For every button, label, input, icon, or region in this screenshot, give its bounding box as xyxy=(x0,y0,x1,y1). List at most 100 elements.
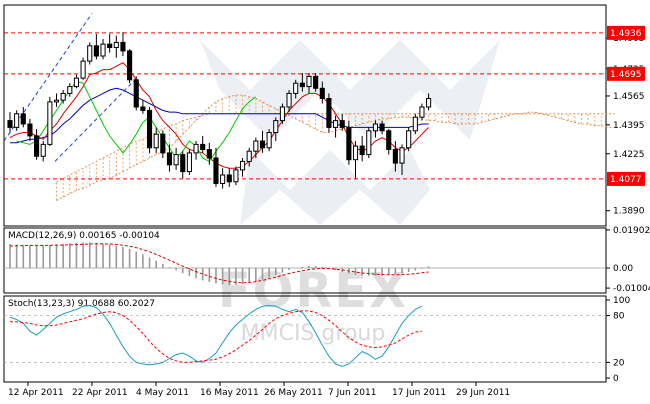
candle-body-bull xyxy=(372,123,379,132)
candle xyxy=(180,151,186,179)
stoch-main-line xyxy=(9,304,423,367)
trend-line-upper xyxy=(3,13,93,142)
candle-body-bull xyxy=(60,92,66,101)
candle-body-bull xyxy=(80,60,86,79)
candle xyxy=(193,141,199,160)
candle xyxy=(73,74,80,89)
candle-body-bull xyxy=(399,147,405,164)
candle-body-bull xyxy=(220,174,226,184)
senkou-span-b xyxy=(56,113,615,183)
candle-body-bear xyxy=(213,157,219,184)
candle xyxy=(133,76,139,111)
candle xyxy=(67,83,73,97)
macd-signal-line xyxy=(9,243,429,284)
level-label-box xyxy=(607,25,645,40)
tenkan-sen-line xyxy=(9,62,429,169)
x-axis-label: 12 Apr 2011 xyxy=(8,388,64,398)
candle-body-bear xyxy=(180,154,186,173)
candle-body-bear xyxy=(7,120,13,128)
candle-body-bull xyxy=(406,130,412,149)
macd-axis-label: 0.01902 xyxy=(613,226,650,236)
watermark-forex-text: FOREX xyxy=(218,263,408,319)
level-label-box xyxy=(607,66,645,81)
candle-body-bear xyxy=(20,113,26,125)
panel-frame-2 xyxy=(3,227,607,294)
candle xyxy=(93,33,99,60)
candle-body-bull xyxy=(233,169,239,183)
candle xyxy=(412,113,418,135)
candle-body-bear xyxy=(313,75,319,89)
candle xyxy=(166,144,173,172)
candle-body-bear xyxy=(34,135,40,157)
stoch-signal-line xyxy=(10,310,423,363)
candle xyxy=(213,147,219,187)
candle xyxy=(279,103,285,124)
candle xyxy=(253,137,259,158)
candle xyxy=(326,93,332,133)
stoch-title: Stoch(13,23,3) 91.0688 60.2027 xyxy=(8,299,155,309)
candle-body-bull xyxy=(87,45,93,62)
candle xyxy=(27,118,33,141)
candle-body-bear xyxy=(200,143,206,150)
candle xyxy=(392,141,398,172)
candle-body-bear xyxy=(386,130,392,151)
candle-body-bear xyxy=(93,45,99,57)
candle xyxy=(140,100,146,114)
candle-body-bear xyxy=(359,145,365,156)
candle-body-bull xyxy=(286,92,292,108)
candle-body-bear xyxy=(299,82,305,88)
candle-body-bull xyxy=(246,150,252,162)
candle xyxy=(160,130,166,158)
candle xyxy=(339,113,345,131)
candle-body-bull xyxy=(67,86,73,94)
candle-body-bear xyxy=(133,79,139,108)
candle-body-bull xyxy=(412,116,418,132)
candle-body-bull xyxy=(352,145,359,161)
candle-body-bull xyxy=(73,77,80,88)
candle xyxy=(266,129,272,152)
x-axis-label: 29 Jun 2011 xyxy=(456,388,510,398)
candle xyxy=(220,168,226,189)
candle xyxy=(306,73,312,94)
candle-body-bull xyxy=(53,99,60,103)
candle-body-bull xyxy=(306,75,312,88)
candle xyxy=(14,110,20,131)
level-label-box xyxy=(607,171,645,186)
candle-body-bear xyxy=(27,123,33,137)
candle-body-bear xyxy=(140,106,146,111)
panel-frame-1 xyxy=(3,4,607,227)
price-axis-label: 1.4565 xyxy=(613,92,645,102)
candle xyxy=(233,166,239,186)
macd-axis-label: 0.00 xyxy=(613,264,633,274)
candle-body-bull xyxy=(366,130,372,156)
candle-body-bear xyxy=(259,140,266,149)
x-axis-label: 26 May 2011 xyxy=(264,388,323,398)
candle-body-bull xyxy=(113,41,119,49)
candle-body-bear xyxy=(206,149,212,159)
candle xyxy=(359,135,365,162)
stoch-axis-label: 100 xyxy=(613,296,630,306)
candle xyxy=(100,39,106,60)
candle xyxy=(107,33,113,53)
candle-body-bull xyxy=(239,160,246,171)
candle xyxy=(186,149,192,175)
candle-body-bull xyxy=(419,106,425,118)
candle-body-bull xyxy=(273,120,279,133)
candle-body-bear xyxy=(160,133,166,154)
candle xyxy=(313,73,319,92)
candle-body-bear xyxy=(107,43,113,48)
candle-body-bear xyxy=(379,123,385,132)
x-axis-label: 17 Jun 2011 xyxy=(392,388,446,398)
price-axis-label: 1.4395 xyxy=(613,121,645,131)
candle-body-bear xyxy=(127,50,133,81)
candle xyxy=(372,120,379,138)
candle xyxy=(386,129,392,155)
candle xyxy=(20,107,26,128)
level-label: 1.4695 xyxy=(610,70,642,80)
candle xyxy=(333,115,339,138)
panel-frame-3 xyxy=(3,295,607,383)
candle-body-bull xyxy=(100,43,106,57)
candle xyxy=(113,35,119,58)
